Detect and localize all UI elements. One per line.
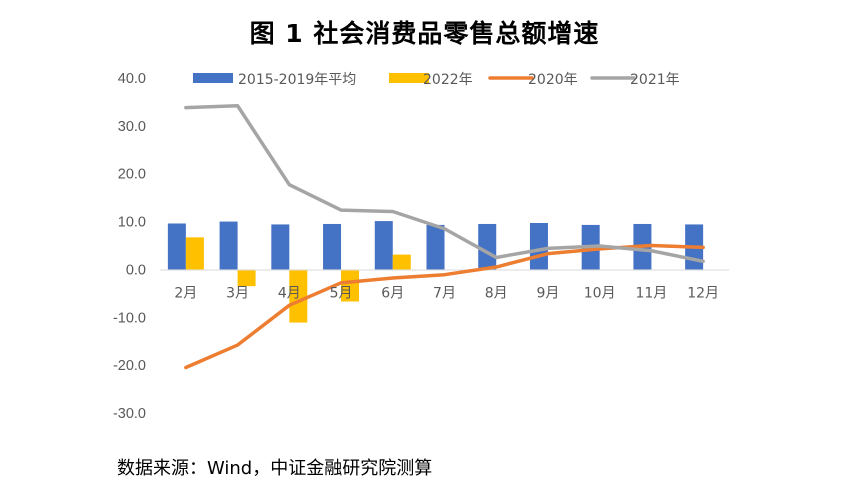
legend: 2015-2019年平均 2022年 2020年 2021年 <box>193 72 680 88</box>
x-tick-label: 6月 <box>381 285 404 301</box>
x-tick-label: 9月 <box>536 285 559 301</box>
y-tick-label: -10.0 <box>113 310 146 326</box>
y-tick-label: 40.0 <box>118 71 146 87</box>
bar-avg-2015-2019 <box>374 221 393 270</box>
bars <box>167 221 704 323</box>
y-tick-label: 0.0 <box>126 262 146 278</box>
bar-avg-2015-2019 <box>529 223 548 270</box>
bar-2022 <box>237 269 256 287</box>
x-tick-label: 4月 <box>278 285 301 301</box>
y-tick-label: 10.0 <box>118 215 146 231</box>
legend-label: 2015-2019年平均 <box>238 72 356 88</box>
x-tick-label: 12月 <box>687 285 719 301</box>
y-tick-label: 20.0 <box>118 167 146 183</box>
bar-avg-2015-2019 <box>271 224 290 270</box>
source-note: 数据来源：Wind，中证金融研究院测算 <box>117 458 433 479</box>
series-line-2021 <box>184 104 705 264</box>
legend-swatch <box>389 73 429 83</box>
legend-label: 2020年 <box>528 72 578 88</box>
y-tick-label: -20.0 <box>113 358 146 374</box>
legend-swatch <box>193 73 233 83</box>
bar-avg-2015-2019 <box>323 223 342 270</box>
chart-title: 图 1 社会消费品零售总额增速 <box>249 19 600 48</box>
legend-label: 2021年 <box>630 72 680 88</box>
x-tick-label: 11月 <box>635 285 667 301</box>
bar-2022 <box>341 269 360 302</box>
bar-2022 <box>392 254 411 270</box>
x-tick-label: 7月 <box>433 285 456 301</box>
x-tick-label: 10月 <box>584 285 616 301</box>
y-axis-ticks: 40.0 30.0 20.0 10.0 0.0 -10.0 -20.0 -30.0 <box>113 71 146 422</box>
bar-avg-2015-2019 <box>426 224 445 270</box>
lines <box>184 104 705 370</box>
legend-label: 2022年 <box>423 72 473 88</box>
y-tick-label: -30.0 <box>113 406 146 422</box>
y-tick-label: 30.0 <box>118 119 146 135</box>
bar-2022 <box>185 237 204 270</box>
x-tick-label: 3月 <box>226 285 249 301</box>
bar-avg-2015-2019 <box>219 221 238 270</box>
bar-avg-2015-2019 <box>478 223 497 270</box>
bar-avg-2015-2019 <box>167 223 186 270</box>
x-axis-ticks: 2月 3月 4月 5月 6月 7月 8月 9月 10月 11月 12月 <box>174 285 719 301</box>
x-tick-label: 8月 <box>485 285 508 301</box>
bar-2022 <box>289 269 308 323</box>
x-tick-label: 5月 <box>330 285 353 301</box>
x-tick-label: 2月 <box>174 285 197 301</box>
